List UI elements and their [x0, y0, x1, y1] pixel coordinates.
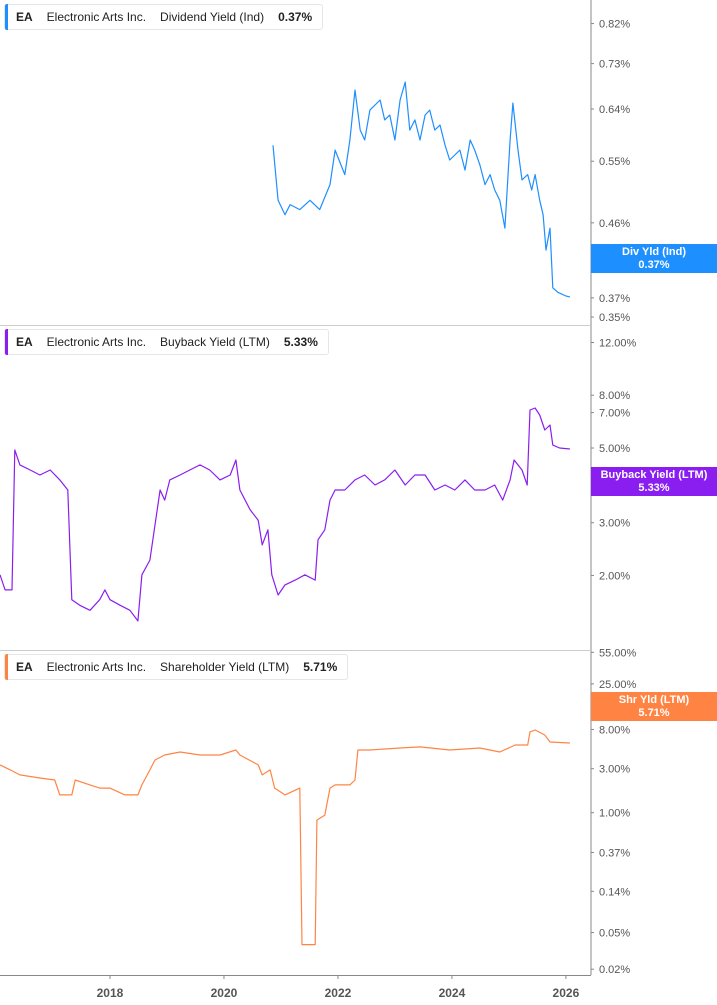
y-tick-label: 8.00% [599, 390, 630, 402]
last-value-label-2: Shr Yld (LTM) 5.71% [591, 691, 717, 721]
legend-company: Electronic Arts Inc. [46, 10, 147, 24]
last-value-label-0: Div Yld (Ind) 0.37% [591, 243, 717, 273]
last-value-name: Shr Yld (LTM) [618, 693, 690, 706]
legend-color-bar [5, 329, 8, 355]
last-value-name: Div Yld (Ind) [622, 245, 686, 258]
legend-color-bar [5, 654, 8, 680]
legend-color-bar [5, 4, 8, 30]
legend-ticker: EA [16, 10, 33, 24]
y-tick-label: 0.46% [599, 218, 630, 230]
legend-0: EA Electronic Arts Inc. Dividend Yield (In… [4, 4, 324, 30]
legend-2: EA Electronic Arts Inc. Shareholder Yield … [4, 654, 349, 680]
x-tick-label: 2018 [97, 986, 124, 1000]
y-tick-label: 55.00% [599, 647, 637, 659]
legend-metric: Shareholder Yield (LTM) [160, 660, 290, 674]
y-tick-label: 0.35% [599, 312, 630, 324]
x-tick-label: 2026 [553, 986, 580, 1000]
last-value: 5.71% [638, 706, 670, 719]
legend-ticker: EA [16, 660, 33, 674]
y-tick-label: 12.00% [599, 338, 637, 350]
y-tick-label: 0.55% [599, 156, 630, 168]
y-tick-label: 1.00% [599, 808, 630, 820]
y-tick-label: 5.00% [599, 443, 630, 455]
y-tick-label: 0.37% [599, 847, 630, 859]
last-value: 0.37% [638, 258, 670, 271]
legend-ticker: EA [16, 335, 33, 349]
legend-value: 5.33% [283, 335, 318, 349]
y-tick-label: 0.37% [599, 293, 630, 305]
legend-1: EA Electronic Arts Inc. Buyback Yield (LTM… [4, 329, 329, 355]
y-tick-label: 7.00% [599, 408, 630, 420]
y-tick-label: 0.64% [599, 104, 630, 116]
series-line-0 [272, 81, 571, 298]
legend-company: Electronic Arts Inc. [46, 335, 147, 349]
y-tick-label: 3.00% [599, 518, 630, 530]
x-tick-label: 2020 [211, 986, 238, 1000]
y-tick-label: 3.00% [599, 764, 630, 776]
y-tick-label: 2.00% [599, 570, 630, 582]
y-tick-label: 0.02% [599, 964, 630, 976]
y-tick-label: 0.73% [599, 59, 630, 71]
legend-metric: Dividend Yield (Ind) [160, 10, 265, 24]
x-tick-label: 2024 [439, 986, 466, 1000]
y-tick-label: 8.00% [599, 724, 630, 736]
series-line-1 [0, 407, 570, 622]
legend-value: 5.71% [303, 660, 338, 674]
y-tick-label: 0.82% [599, 19, 630, 31]
last-value: 5.33% [638, 481, 670, 494]
y-tick-label: 0.14% [599, 886, 630, 898]
series-line-2 [0, 729, 570, 946]
last-value-label-1: Buyback Yield (LTM) 5.33% [591, 466, 717, 496]
legend-value: 0.37% [278, 10, 313, 24]
legend-metric: Buyback Yield (LTM) [160, 335, 270, 349]
last-value-name: Buyback Yield (LTM) [600, 468, 708, 481]
legend-company: Electronic Arts Inc. [46, 660, 147, 674]
x-tick-label: 2022 [325, 986, 352, 1000]
y-tick-label: 0.05% [599, 928, 630, 940]
y-tick-label: 25.00% [599, 679, 637, 691]
